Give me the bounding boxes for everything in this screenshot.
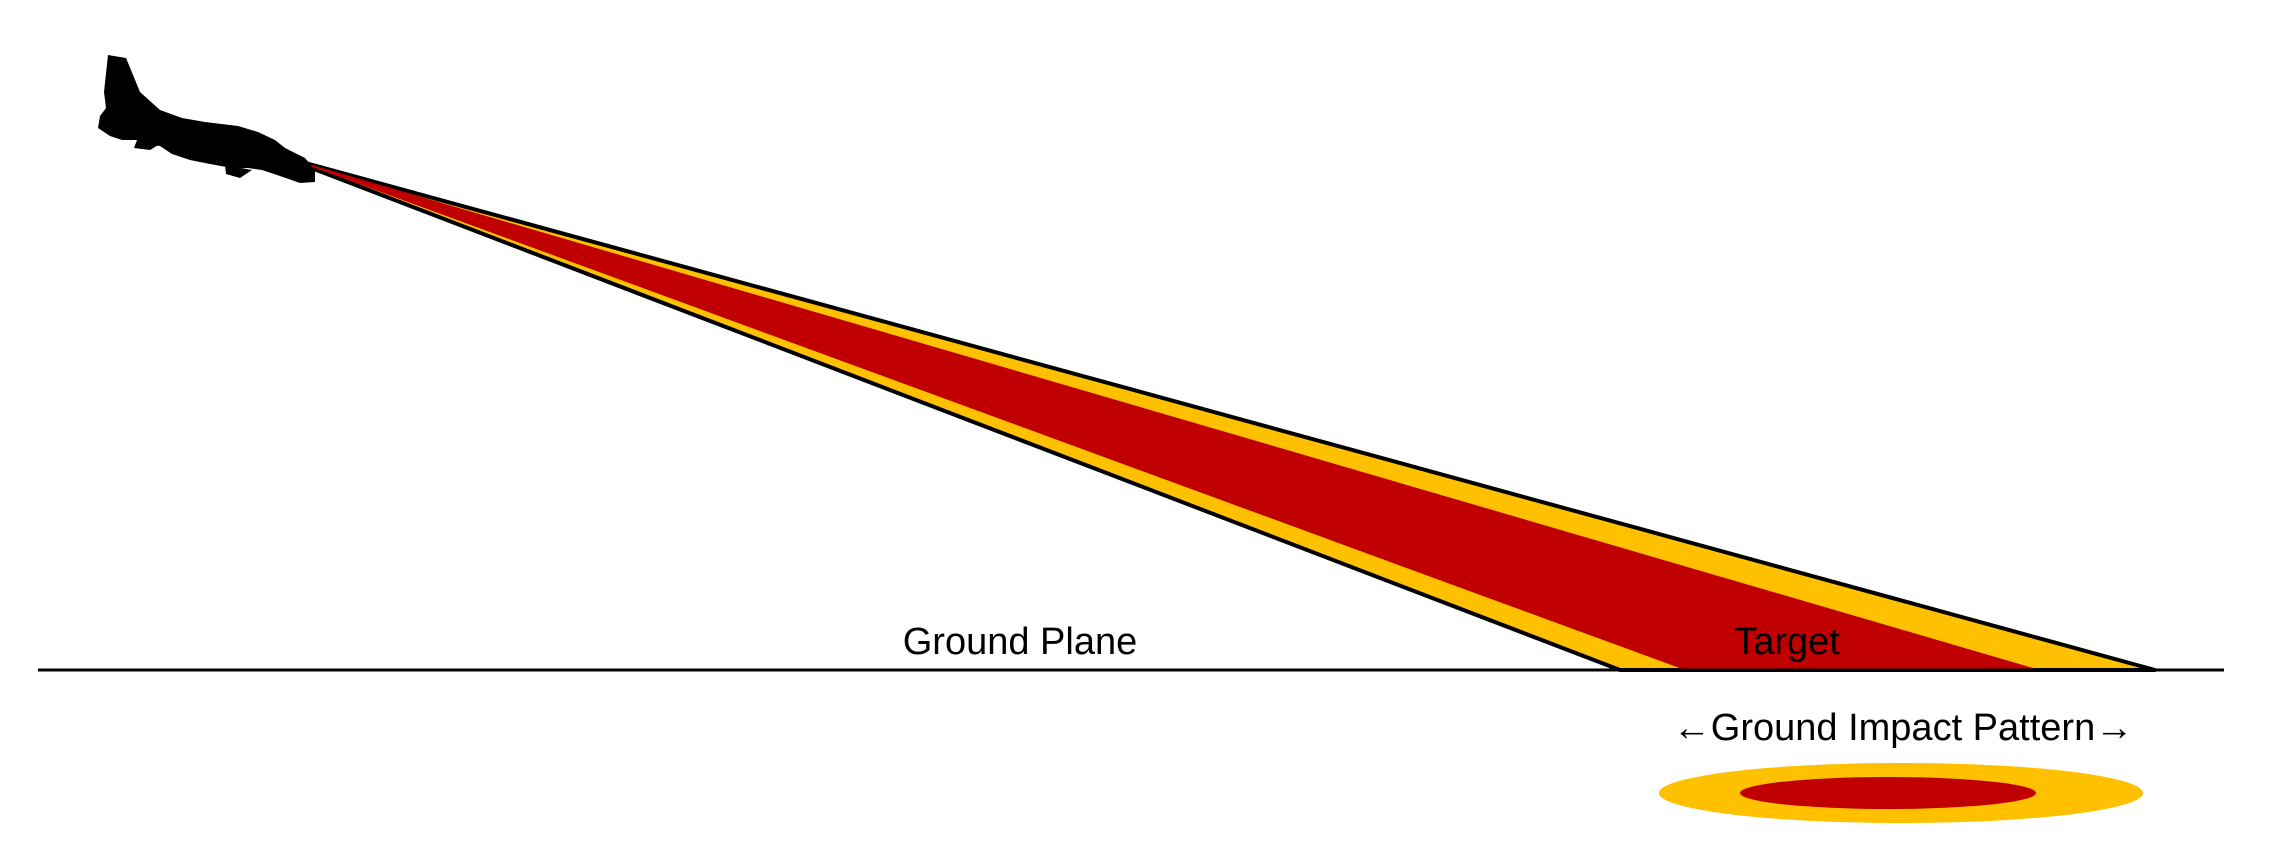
fighter-jet-icon bbox=[98, 55, 315, 183]
ground-impact-pattern-label: ←Ground Impact Pattern→ bbox=[1673, 707, 2133, 749]
target-label: Target bbox=[1734, 621, 1840, 663]
outer-fire-cone bbox=[278, 154, 2157, 672]
inner-fire-cone bbox=[288, 158, 2040, 670]
ground-plane-label: Ground Plane bbox=[903, 621, 1138, 663]
impact-inner-ellipse bbox=[1740, 777, 2036, 809]
